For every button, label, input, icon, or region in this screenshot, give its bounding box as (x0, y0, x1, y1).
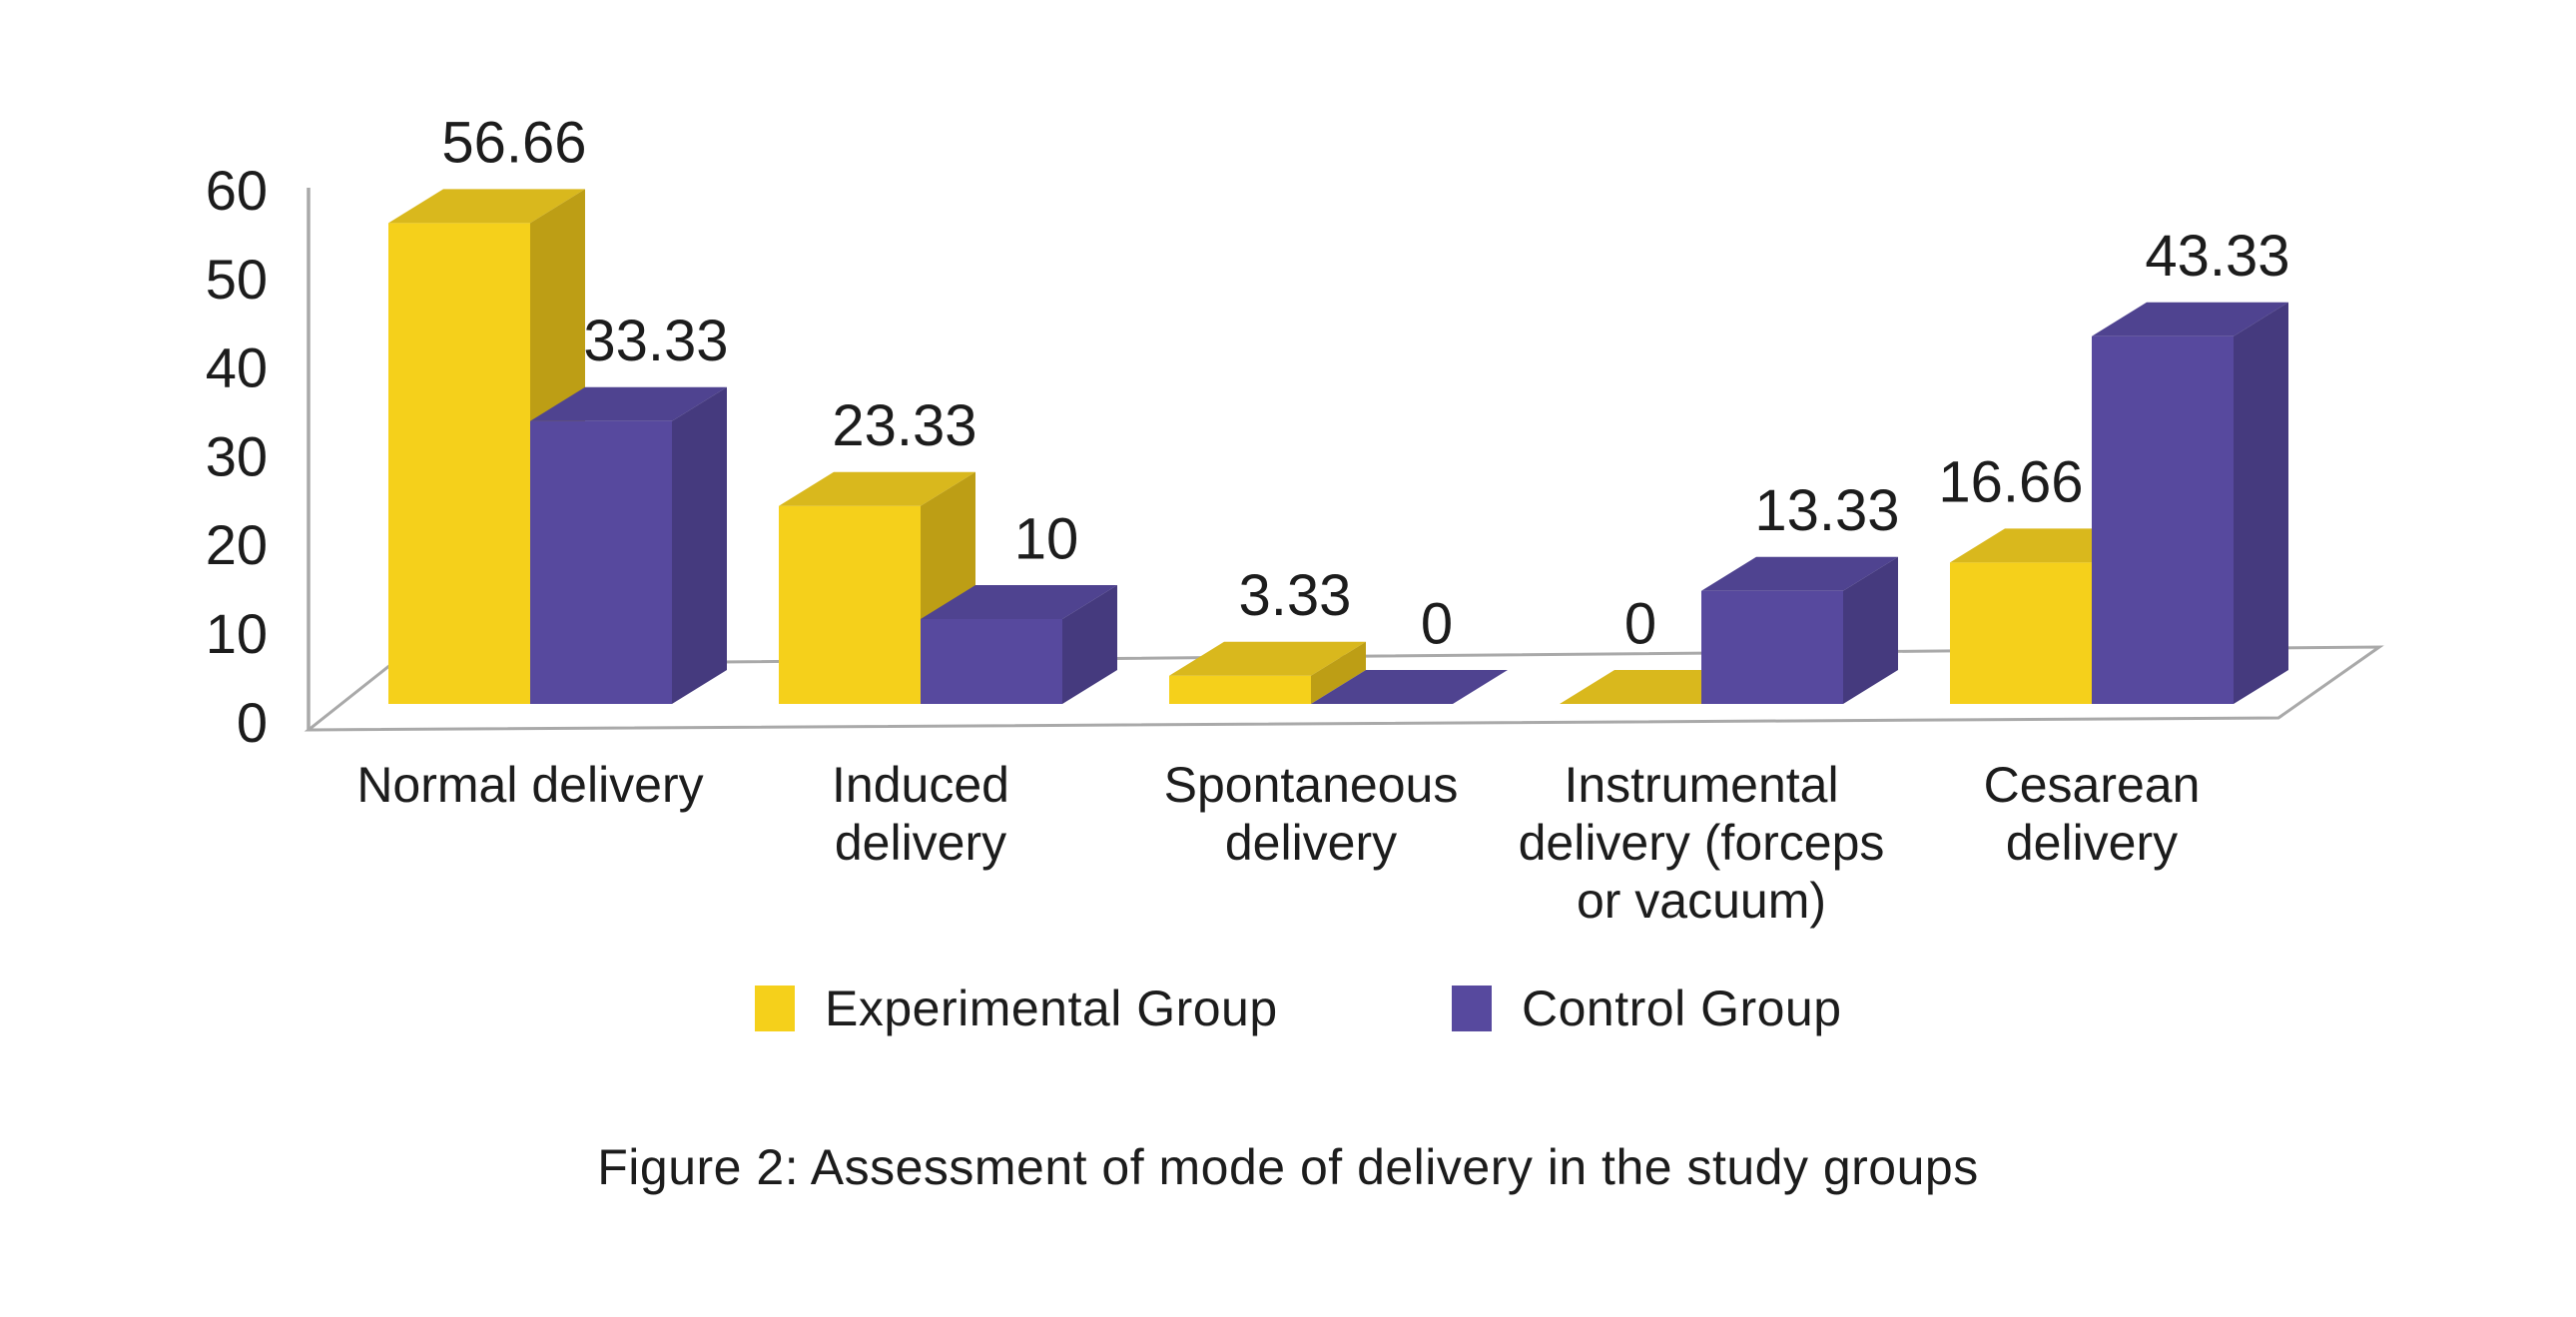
bar-induced-delivery-control-group-top (921, 585, 1117, 619)
legend-item-experimental: Experimental Group (755, 981, 1278, 1036)
x-axis-category-label: or vacuum) (1577, 873, 1826, 929)
value-label: 43.33 (2145, 224, 2289, 289)
bar-induced-delivery-experimental-group-front (779, 505, 921, 704)
x-axis-category-label: Spontaneous (1164, 757, 1459, 813)
bar-normal-delivery-experimental-group-top (388, 189, 585, 224)
figure-caption: Figure 2: Assessment of mode of delivery… (597, 1139, 1979, 1195)
legend-item-control: Control Group (1452, 981, 1842, 1036)
bar-instrumental-delivery-forceps-or-vacuum-control-group-top (1701, 556, 1898, 591)
bar-spontaneous-delivery-experimental-group-side (1311, 641, 1366, 704)
x-axis-category-label: Induced (832, 757, 1009, 813)
bar-induced-delivery-experimental-group-top (779, 471, 975, 506)
legend-swatch-experimental-icon (755, 986, 795, 1031)
bar-normal-delivery-experimental-group-front (388, 223, 530, 704)
y-axis-tick-label: 60 (206, 159, 268, 222)
value-label: 23.33 (832, 393, 976, 458)
value-label: 33.33 (583, 309, 728, 373)
y-axis-tick-label: 50 (206, 248, 268, 311)
x-axis-category-label: delivery (forceps (1519, 815, 1885, 871)
x-axis-category-label: Normal delivery (356, 757, 703, 813)
bar-normal-delivery-control-group-side (672, 386, 727, 704)
x-axis-category-label: Instrumental (1564, 757, 1838, 813)
legend-swatch-control-icon (1452, 986, 1492, 1031)
bar-instrumental-delivery-forceps-or-vacuum-control-group-side (1843, 556, 1898, 704)
legend-label-experimental: Experimental Group (825, 981, 1278, 1036)
bar-cesarean-delivery-control-group-side (2234, 302, 2288, 704)
value-label: 13.33 (1754, 478, 1899, 543)
legend: Experimental Group Control Group (0, 981, 2576, 1036)
bar-induced-delivery-control-group-front (921, 619, 1062, 704)
y-axis-tick-label: 0 (237, 691, 268, 754)
bar-spontaneous-delivery-control-group-flat (1311, 670, 1508, 704)
x-axis-category-label: delivery (835, 815, 1006, 871)
bar-cesarean-delivery-control-group-front (2092, 335, 2234, 704)
bar-spontaneous-delivery-experimental-group-front (1169, 675, 1311, 704)
bar-spontaneous-delivery-experimental-group-top (1169, 641, 1366, 676)
bar-cesarean-delivery-control-group-top (2092, 302, 2288, 336)
x-axis-category-label: delivery (1225, 815, 1397, 871)
y-axis-tick-label: 10 (206, 602, 268, 665)
bar-instrumental-delivery-forceps-or-vacuum-control-group-front (1701, 590, 1843, 704)
legend-label-control: Control Group (1522, 981, 1842, 1036)
bar-induced-delivery-control-group-side (1062, 585, 1117, 704)
bar-normal-delivery-control-group-top (530, 386, 727, 421)
x-axis-category-label: delivery (2006, 815, 2178, 871)
y-axis-tick-label: 40 (206, 336, 268, 399)
value-label: 10 (1014, 506, 1079, 571)
y-axis-tick-label: 30 (206, 424, 268, 487)
value-label: 3.33 (1239, 563, 1352, 628)
bar-normal-delivery-control-group-front (530, 420, 672, 704)
value-label: 16.66 (1938, 450, 2083, 515)
y-axis-tick-label: 20 (206, 513, 268, 576)
value-label: 56.66 (441, 111, 586, 176)
value-label: 0 (1421, 591, 1453, 656)
value-label: 0 (1624, 591, 1656, 656)
x-axis-category-label: Cesarean (1984, 757, 2201, 813)
bar-cesarean-delivery-experimental-group-front (1950, 562, 2092, 704)
